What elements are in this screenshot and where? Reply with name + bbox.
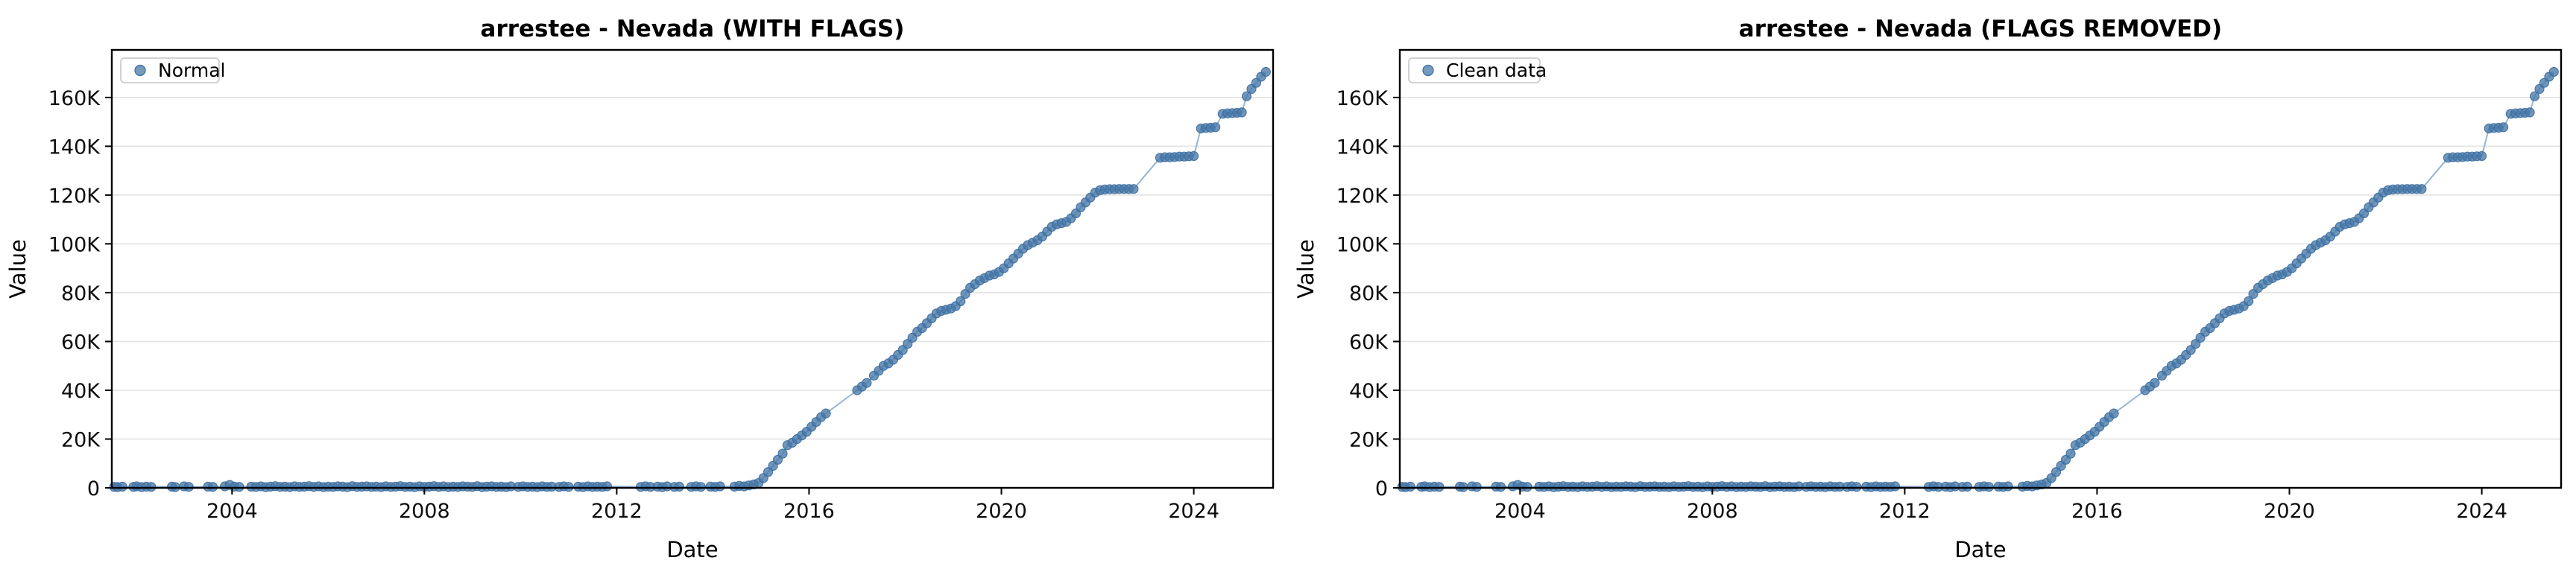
x-tick-label: 2004 [206, 500, 258, 523]
left-chart-panel: 2004 2008 2012 2016 2020 2024 0 20K 40K 60K 80K 100… [5, 16, 1275, 562]
legend-marker-icon [134, 64, 146, 77]
y-axis-ticks: 0 20K 40K 60K 80K 100K 120K 140K 160K [1336, 87, 1400, 500]
legend-label: Clean data [1446, 60, 1547, 81]
left-chart-title: arrestee - Nevada (WITH FLAGS) [481, 16, 905, 42]
y-tick-label: 160K [48, 87, 101, 110]
y-tick-label: 100K [1336, 233, 1389, 256]
x-tick-label: 2012 [591, 500, 643, 523]
right-chart: 2004 2008 2012 2016 2020 2024 0 20K 40K 60K 80K 100… [1293, 16, 2563, 562]
right-chart-title: arrestee - Nevada (FLAGS REMOVED) [1739, 16, 2222, 42]
y-tick-label: 80K [61, 282, 101, 305]
axes-frame [1398, 48, 2563, 489]
y-tick-label: 160K [1336, 87, 1389, 110]
left-x-axis-label: Date [666, 537, 718, 562]
x-tick-label: 2008 [1687, 500, 1738, 523]
y-tick-label: 60K [1349, 331, 1389, 355]
y-tick-label: 80K [1349, 282, 1389, 305]
right-y-axis-label: Value [1293, 239, 1319, 299]
legend-label: Normal [158, 60, 225, 81]
x-tick-label: 2024 [1168, 500, 1219, 523]
axes-frame [110, 48, 1275, 489]
x-axis-ticks: 2004 2008 2012 2016 2020 2024 [1494, 488, 2507, 523]
y-tick-label: 100K [48, 233, 101, 256]
x-tick-label: 2016 [783, 500, 835, 523]
y-tick-label: 40K [1349, 380, 1389, 403]
y-tick-label: 40K [61, 380, 101, 403]
x-tick-label: 2020 [2264, 500, 2315, 523]
series-line [1402, 71, 2555, 488]
y-axis-ticks: 0 20K 40K 60K 80K 100K 120K 140K 160K [48, 87, 112, 500]
left-plot-area: 2004 2008 2012 2016 2020 2024 0 20K 40K 60K 80K 100… [48, 48, 1275, 523]
legend-marker-icon [1422, 64, 1434, 77]
y-tick-label: 60K [61, 331, 101, 355]
legend: Normal [120, 57, 225, 83]
left-chart: 2004 2008 2012 2016 2020 2024 0 20K 40K 60K 80K 100… [5, 16, 1275, 562]
y-tick-label: 120K [1336, 185, 1389, 208]
x-tick-label: 2024 [2456, 500, 2507, 523]
x-tick-label: 2004 [1494, 500, 1546, 523]
y-tick-label: 120K [48, 185, 101, 208]
x-tick-label: 2012 [1879, 500, 1931, 523]
y-tick-label: 140K [1336, 136, 1389, 159]
x-tick-label: 2016 [2071, 500, 2123, 523]
y-tick-label: 140K [48, 136, 101, 159]
y-tick-label: 0 [87, 477, 100, 500]
right-plot-area: 2004 2008 2012 2016 2020 2024 0 20K 40K 60K 80K 100… [1336, 48, 2563, 523]
left-y-axis-label: Value [5, 239, 31, 299]
legend: Clean data [1408, 57, 1547, 83]
y-tick-label: 20K [1349, 429, 1389, 452]
y-tick-label: 0 [1375, 477, 1388, 500]
series-line [114, 71, 1267, 488]
y-tick-label: 20K [61, 429, 101, 452]
series-points [1397, 66, 2559, 492]
right-x-axis-label: Date [1954, 537, 2006, 562]
series-points [109, 66, 1271, 492]
right-chart-panel: 2004 2008 2012 2016 2020 2024 0 20K 40K 60K 80K 100… [1288, 0, 2576, 572]
gridlines [1400, 96, 2561, 440]
x-tick-label: 2008 [399, 500, 450, 523]
x-axis-ticks: 2004 2008 2012 2016 2020 2024 [206, 488, 1219, 523]
gridlines [112, 96, 1273, 440]
x-tick-label: 2020 [976, 500, 1027, 523]
